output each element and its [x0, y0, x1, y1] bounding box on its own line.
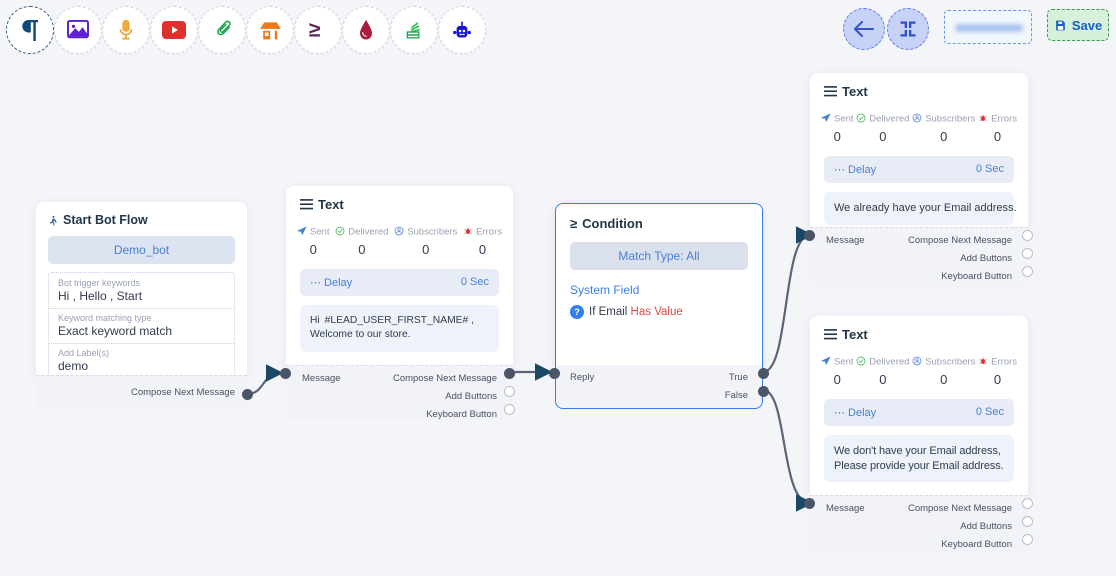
svg-text:≥: ≥ — [309, 19, 321, 41]
